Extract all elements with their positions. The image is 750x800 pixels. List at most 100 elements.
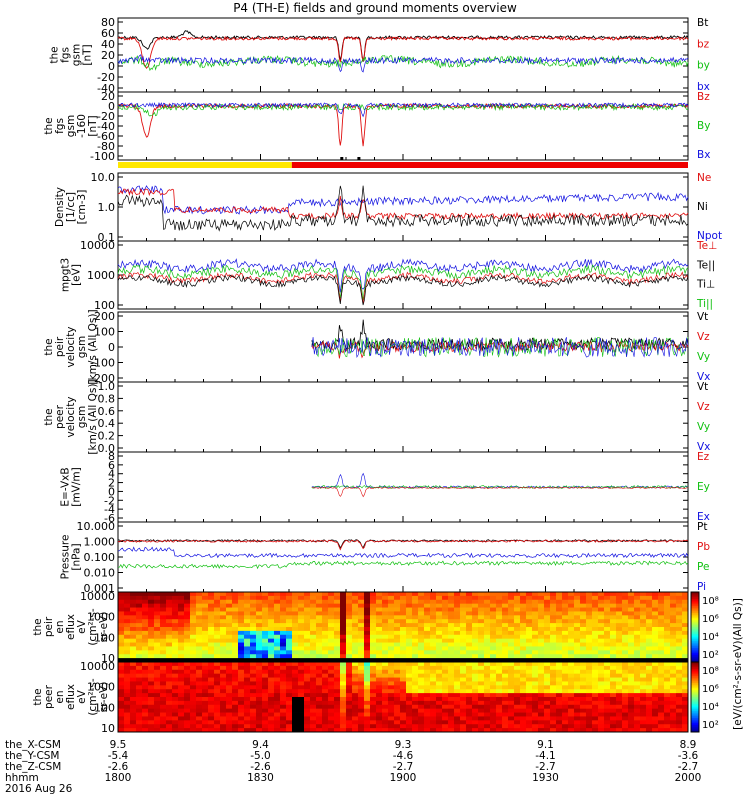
spectrogram-cell: [448, 630, 455, 636]
spectrogram-cell: [622, 658, 629, 663]
spectrogram-cell: [484, 654, 491, 659]
spectrogram-cell: [442, 720, 449, 725]
spectrogram-cell: [412, 665, 419, 671]
spectrogram-cell: [286, 607, 293, 612]
spectrogram-cell: [676, 700, 683, 706]
spectrogram-cell: [226, 693, 233, 698]
spectrogram-cell: [628, 654, 635, 659]
spectrogram-cell: [568, 724, 575, 729]
spectrogram-cell: [244, 693, 251, 698]
spectrogram-cell: [556, 654, 563, 659]
spectrogram-cell: [184, 611, 191, 616]
spectrogram-cell: [166, 627, 173, 632]
spectrogram-cell: [268, 595, 275, 601]
spectrogram-cell: [388, 673, 395, 678]
spectrogram-cell: [208, 619, 215, 624]
spectrogram-cell: [520, 642, 527, 647]
spectrogram-cell: [244, 716, 251, 721]
spectrogram-cell: [568, 592, 575, 597]
spectrogram-cell: [412, 627, 419, 632]
legend-entry: Ne: [697, 172, 711, 184]
spectrogram-cell: [460, 603, 467, 608]
spectrogram-cell: [598, 642, 605, 647]
spectrogram-cell: [220, 712, 227, 717]
legend-entry: Vz: [697, 401, 710, 413]
spectrogram-cell: [490, 642, 497, 647]
spectrogram-cell: [232, 665, 239, 671]
spectrogram-cell: [556, 592, 563, 597]
spectrogram-cell: [592, 677, 599, 682]
spectrogram-cell: [214, 650, 221, 655]
spectrogram-cell: [316, 650, 323, 655]
spectrogram-cell: [142, 669, 149, 675]
spectrogram-cell: [454, 592, 461, 597]
spectrogram-cell: [190, 646, 197, 651]
spectrogram-cell: [184, 638, 191, 643]
spectrogram-cell: [160, 693, 167, 698]
spectrogram-cell: [484, 615, 491, 620]
spectrogram-cell: [286, 623, 293, 628]
spectrogram-cell: [172, 712, 179, 717]
spectrogram-cell: [544, 712, 551, 717]
spectrogram-cell: [586, 704, 593, 710]
spectrogram-cell: [568, 700, 575, 706]
spectrogram-cell: [628, 712, 635, 717]
spectrogram-cell: [220, 700, 227, 706]
spectrogram-cell: [136, 642, 143, 647]
spectrogram-cell: [406, 654, 413, 659]
colorbar-swatch: [691, 609, 699, 612]
spectrogram-cell: [202, 603, 209, 608]
spectrogram-cell: [394, 669, 401, 675]
time-axis-date: 2016 Aug 26: [5, 783, 73, 795]
colorbar-swatch: [691, 714, 699, 717]
colorbar-tick: 10⁴: [702, 632, 719, 643]
spectrogram-cell: [430, 627, 437, 632]
spectrogram-cell: [448, 615, 455, 620]
spectrogram-cell: [190, 716, 197, 721]
colorbar-swatch: [691, 630, 699, 633]
spectrogram-cell: [526, 669, 533, 675]
spectrogram-cell: [118, 607, 125, 612]
spectrogram-cell: [526, 693, 533, 698]
spectrogram-cell: [292, 607, 299, 612]
spectrogram-cell: [430, 689, 437, 694]
spectrogram-cell: [202, 689, 209, 694]
spectrogram-cell: [604, 716, 611, 721]
spectrogram-cell: [172, 611, 179, 616]
spectrogram-cell: [172, 697, 179, 702]
spectrogram-cell: [424, 611, 431, 616]
spectrogram-cell: [358, 638, 365, 643]
spectrogram-cell: [334, 693, 341, 698]
spectrogram-cell: [244, 623, 251, 628]
spectrogram-cell: [520, 665, 527, 671]
spectrogram-cell: [658, 728, 665, 733]
spectrogram-cell: [652, 623, 659, 628]
spectrogram-cell: [484, 619, 491, 624]
spectrogram-cell: [364, 724, 371, 729]
spectrogram-cell: [184, 685, 191, 690]
spectrogram-cell: [298, 599, 305, 605]
spectrogram-cell: [130, 603, 137, 608]
spectrogram-cell: [166, 592, 173, 597]
spectrogram-cell: [610, 689, 617, 694]
spectrogram-cell: [670, 623, 677, 628]
spectrogram-cell: [130, 630, 137, 636]
spectrogram-cell: [586, 720, 593, 725]
spectrogram-cell: [550, 712, 557, 717]
spectrogram-cell: [352, 677, 359, 682]
spectrogram-cell: [454, 658, 461, 663]
spectrogram-cell: [130, 712, 137, 717]
spectrogram-cell: [190, 681, 197, 686]
spectrogram-cell: [388, 599, 395, 605]
spectrogram-cell: [610, 634, 617, 640]
spectrogram-cell: [652, 685, 659, 690]
spectrogram-cell: [226, 595, 233, 601]
spectrogram-cell: [514, 603, 521, 608]
spectrogram-cell: [142, 716, 149, 721]
spectrogram-cell: [568, 650, 575, 655]
spectrogram-cell: [664, 619, 671, 624]
spectrogram-cell: [472, 700, 479, 706]
spectrogram-cell: [448, 634, 455, 640]
spectrogram-cell: [202, 595, 209, 601]
spectrogram-cell: [244, 630, 251, 636]
